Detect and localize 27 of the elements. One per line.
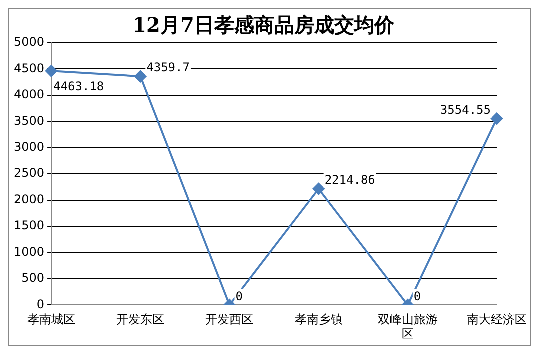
y-tick-label: 2000 <box>14 192 45 206</box>
y-tick-label: 1500 <box>14 218 45 233</box>
y-tick-label: 3000 <box>14 140 45 154</box>
data-label: 4463.18 <box>54 79 104 94</box>
y-tick-label: 0 <box>36 297 45 312</box>
x-tick-label: 开发东区 <box>116 312 165 327</box>
y-tick-label: 4500 <box>14 61 45 76</box>
point <box>46 65 58 78</box>
y-tick-label: 5000 <box>14 35 45 50</box>
x-tick-label: 双峰山旅游区 <box>378 312 438 341</box>
y-tick-label: 4000 <box>14 88 45 102</box>
data-label: 3554.55 <box>440 102 492 117</box>
x-tick-label: 南大经济区 <box>467 312 527 327</box>
y-tick-label: 3500 <box>14 114 45 128</box>
y-tick-label: 500 <box>22 271 45 286</box>
data-label: 0 <box>236 289 243 304</box>
data-label: 0 <box>414 289 422 304</box>
x-tick-label: 孝南乡镇 <box>294 312 343 327</box>
data-label: 4359.7 <box>146 60 190 75</box>
chart-title: 12月7日孝感商品房成交均价 <box>132 13 396 38</box>
x-tick-label: 开发西区 <box>206 312 254 327</box>
point <box>491 112 503 125</box>
y-tick-label: 2500 <box>14 166 45 180</box>
y-tick-label: 1000 <box>14 244 45 259</box>
data-label: 2214.86 <box>324 173 376 188</box>
x-tick-label: 孝南城区 <box>28 312 76 327</box>
point <box>134 70 147 83</box>
